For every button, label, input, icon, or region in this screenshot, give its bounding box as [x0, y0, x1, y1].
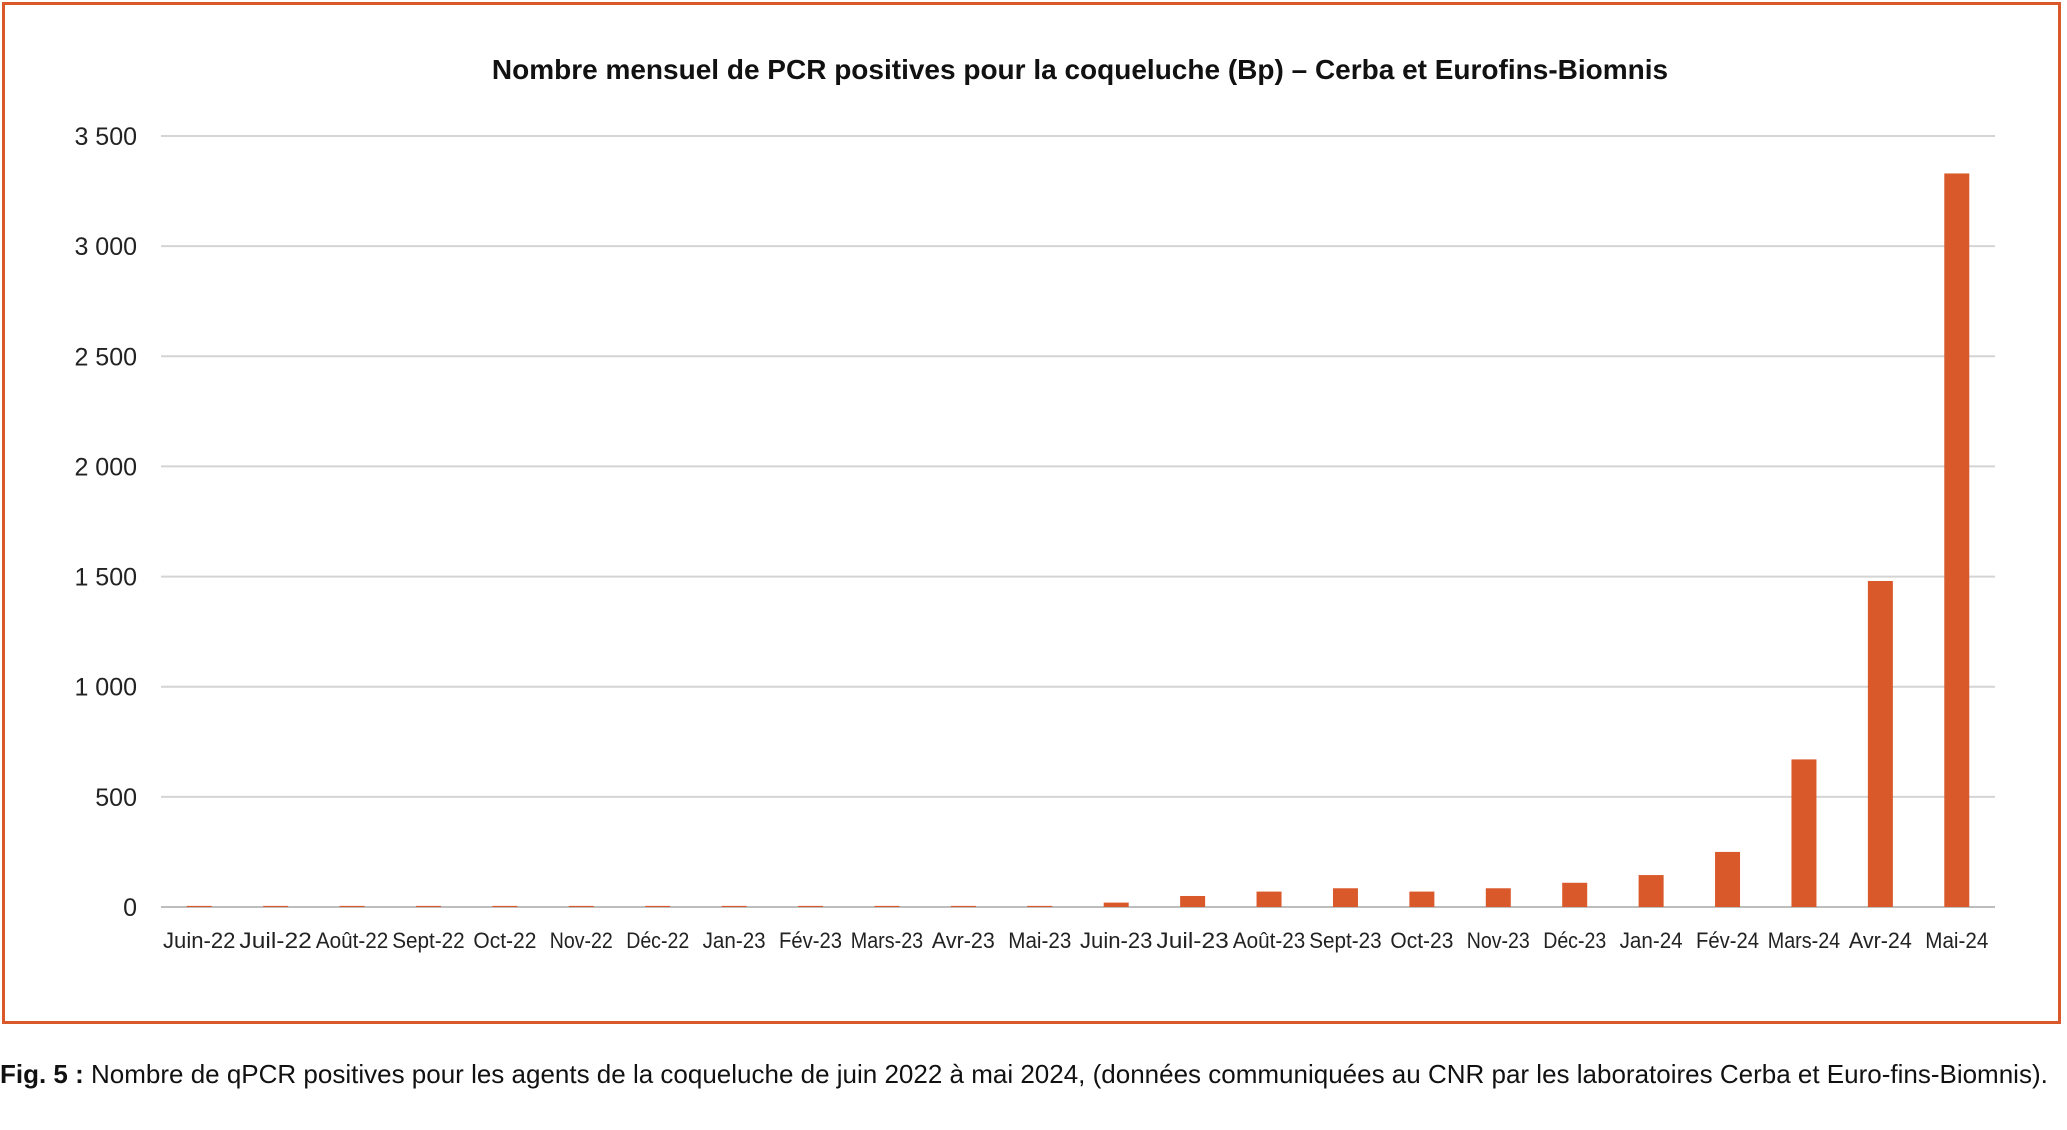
bar [1867, 580, 1893, 907]
bar [1103, 902, 1129, 907]
caption-label: Fig. 5 : [0, 1059, 84, 1089]
x-tick-label: Juin-23 [1080, 928, 1152, 953]
x-tick-label: Avr-23 [932, 928, 995, 953]
bar [645, 905, 671, 907]
x-tick-label: Déc-22 [626, 928, 689, 953]
bar [1332, 888, 1358, 907]
x-tick-label: Juin-22 [163, 928, 235, 953]
y-tick-label: 0 [123, 894, 137, 922]
bar [186, 905, 212, 907]
gridlines [161, 135, 1995, 908]
x-tick-label: Sept-22 [392, 928, 464, 953]
x-tick-label: Mars-24 [1768, 928, 1840, 953]
bar [1180, 895, 1206, 907]
x-tick-label: Sept-23 [1309, 928, 1381, 953]
x-tick-label: Fév-23 [779, 928, 842, 953]
bar [798, 905, 824, 907]
bar [492, 905, 518, 907]
x-tick-label: Nov-22 [550, 928, 613, 953]
bar [1256, 891, 1282, 907]
y-axis-ticks: 0 500 1 000 1 500 2 000 2 500 3 000 3 500 [74, 123, 137, 922]
bar [1715, 851, 1741, 907]
x-tick-label: Jan-23 [703, 928, 766, 953]
bar-chart: Nombre mensuel de PCR positives pour la … [74, 54, 1995, 953]
y-tick-label: 1 500 [74, 564, 137, 592]
y-tick-label: 2 000 [74, 453, 137, 481]
x-tick-label: Juil-23 [1156, 928, 1228, 953]
bar [1409, 891, 1435, 907]
x-tick-label: Août-22 [316, 928, 388, 953]
bar [950, 905, 976, 907]
chart-title: Nombre mensuel de PCR positives pour la … [492, 54, 1668, 85]
x-tick-label: Mars-23 [851, 928, 923, 953]
y-tick-label: 1 000 [74, 674, 137, 702]
bar [1791, 759, 1817, 907]
bar [1562, 882, 1588, 907]
bar [415, 905, 441, 907]
bars [186, 173, 1970, 907]
x-tick-label: Oct-22 [473, 928, 536, 953]
bar [721, 905, 747, 907]
x-tick-label: Juil-22 [239, 928, 311, 953]
y-tick-label: 3 500 [74, 123, 137, 151]
x-tick-label: Oct-23 [1390, 928, 1453, 953]
bar [1944, 173, 1970, 907]
bar [339, 905, 365, 907]
y-tick-label: 3 000 [74, 233, 137, 261]
caption-text: Nombre de qPCR positives pour les agents… [83, 1059, 2048, 1089]
x-tick-label: Déc-23 [1543, 928, 1606, 953]
x-tick-label: Jan-24 [1620, 928, 1683, 953]
bar [263, 905, 289, 907]
bar [1638, 875, 1664, 907]
figure-caption: Fig. 5 : Nombre de qPCR positives pour l… [0, 1058, 2050, 1090]
bar [874, 905, 900, 907]
x-tick-label: Août-23 [1233, 928, 1305, 953]
y-tick-label: 500 [95, 784, 137, 812]
y-tick-label: 2 500 [74, 343, 137, 371]
x-tick-label: Nov-23 [1467, 928, 1530, 953]
bar [1485, 888, 1511, 907]
x-tick-label: Mai-24 [1925, 928, 1988, 953]
x-axis-ticks: Juin-22 Juil-22 Août-22 Sept-22 Oct-22 Nov-22… [163, 928, 1988, 953]
x-tick-label: Mai-23 [1008, 928, 1071, 953]
chart-frame: Nombre mensuel de PCR positives pour la … [2, 2, 2061, 1024]
x-tick-label: Avr-24 [1849, 928, 1912, 953]
x-tick-label: Fév-24 [1696, 928, 1759, 953]
bar [1027, 905, 1053, 907]
bar [568, 905, 594, 907]
